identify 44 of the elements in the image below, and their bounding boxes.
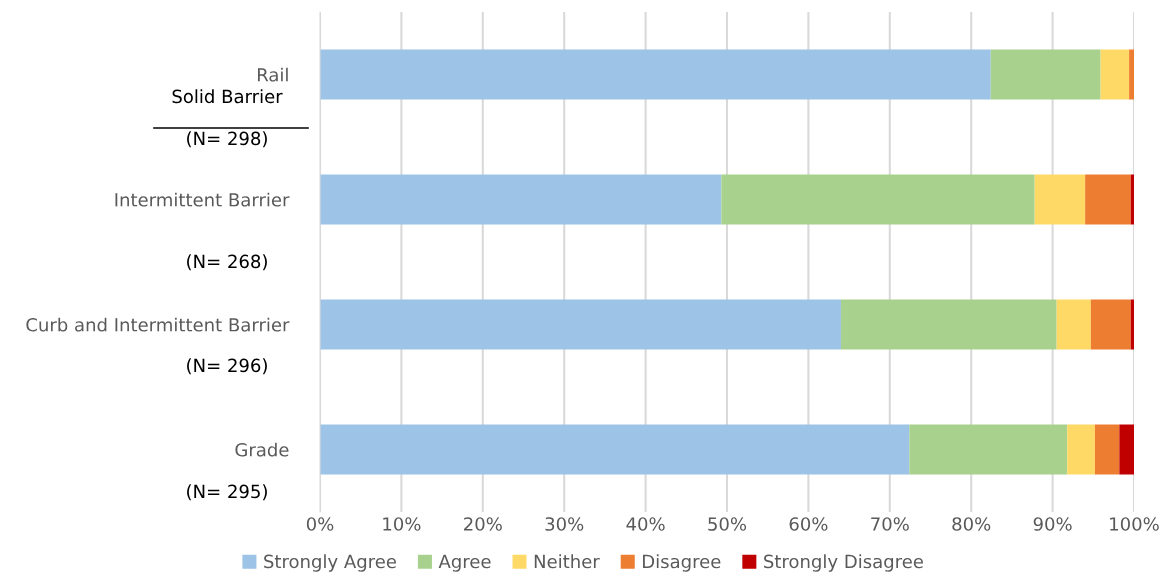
bar: [1100, 49, 1130, 100]
bar: [1085, 174, 1131, 225]
x-tick-label: 10%: [383, 517, 421, 531]
x-tick-label: 80%: [952, 517, 991, 531]
bar: [320, 49, 991, 100]
bar: [1119, 424, 1134, 475]
bar: [1090, 299, 1131, 350]
legend-label: Neither: [534, 554, 600, 569]
bar: [840, 299, 1057, 350]
x-tick-label: 50%: [708, 517, 747, 531]
legend-label: Strongly Agree: [264, 554, 396, 572]
bar: [1067, 424, 1095, 475]
bar: [1130, 174, 1134, 225]
bar: [1094, 424, 1120, 475]
legend-label: Strongly Disagree: [764, 554, 923, 572]
bar: [1034, 174, 1086, 225]
bar: [1129, 49, 1134, 100]
bar: [721, 174, 1035, 225]
bar: [320, 174, 722, 225]
bar: [990, 49, 1101, 100]
text: (N= 295): [187, 484, 267, 501]
legend-label: Agree: [438, 554, 491, 572]
text: (N= 268): [187, 254, 267, 271]
x-tick-label: 0%: [306, 517, 334, 531]
text: (N= 296): [187, 358, 267, 375]
y-tick-label: Curb and Intermittent Barrier: [26, 317, 290, 332]
text: (N= 298): [187, 131, 267, 148]
y-tick-label: Rail: [257, 67, 288, 82]
legend-label: Disagree: [643, 554, 721, 572]
y-tick-label: Grade: [235, 442, 289, 457]
x-tick-label: 40%: [626, 517, 665, 531]
x-tick-label: 90%: [1033, 517, 1072, 531]
bar: [1056, 299, 1091, 350]
x-tick-label: 30%: [545, 517, 584, 531]
text: Solid Barrier: [172, 89, 283, 104]
x-tick-label: 100%: [1110, 517, 1159, 531]
y-tick-label: Intermittent Barrier: [115, 192, 290, 207]
x-tick-label: 60%: [789, 517, 828, 531]
bar: [320, 424, 910, 475]
x-tick-label: 20%: [464, 517, 502, 531]
bar: [1130, 299, 1134, 350]
x-tick-label: 70%: [871, 517, 909, 531]
bar: [909, 424, 1068, 475]
bar: [320, 299, 841, 350]
